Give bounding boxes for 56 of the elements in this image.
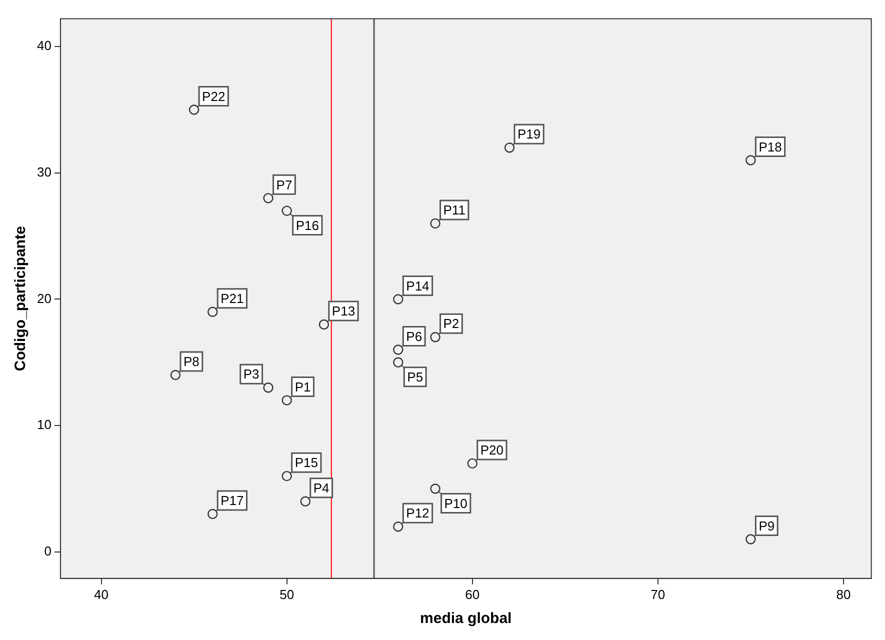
point	[188, 104, 200, 115]
annotation: P17	[220, 493, 244, 508]
point	[208, 306, 218, 317]
annotation: P16	[296, 218, 319, 233]
point	[504, 142, 515, 153]
y-tick-label: 10	[36, 417, 52, 432]
point	[318, 319, 330, 330]
point	[430, 332, 440, 342]
point	[746, 534, 756, 544]
point	[467, 458, 478, 469]
annotation: P19	[517, 126, 541, 142]
x-tick-label: 40	[94, 586, 109, 602]
annotation: P11	[443, 202, 466, 218]
annotation: P12	[406, 506, 430, 521]
y-axis-title: Codigo_participante	[12, 226, 30, 372]
point	[282, 395, 292, 406]
annotation: P14	[406, 278, 430, 294]
point	[208, 508, 218, 520]
point	[282, 470, 292, 482]
point	[746, 155, 756, 166]
annotation: P21	[220, 290, 244, 306]
x-axis-title: media global	[420, 610, 512, 628]
annotation: P5	[407, 369, 424, 384]
point	[263, 382, 274, 393]
x-tick-label: 70	[650, 586, 666, 602]
annotation: P6	[406, 328, 422, 344]
x-tick-label: 60	[465, 586, 480, 602]
annotation: P8	[184, 354, 200, 370]
annotation: P1	[294, 379, 311, 394]
y-tick-label: 0	[44, 543, 52, 558]
annotation: P10	[444, 496, 468, 511]
point	[430, 484, 440, 494]
y-tick-label: 40	[36, 38, 52, 54]
annotation: P13	[332, 304, 356, 319]
annotation: P3	[243, 366, 260, 382]
point	[430, 218, 440, 229]
y-tick-label: 30	[36, 164, 52, 180]
annotation: P7	[276, 177, 292, 192]
y-tick-label: 20	[36, 290, 52, 306]
point	[300, 496, 310, 506]
point	[393, 344, 404, 355]
annotation: P2	[443, 316, 460, 332]
point	[393, 522, 404, 532]
annotation: P15	[294, 455, 318, 470]
x-tick-label: 50	[280, 586, 294, 602]
point	[282, 206, 292, 216]
point	[393, 357, 404, 368]
annotation: P9	[758, 518, 775, 534]
annotation: P18	[758, 139, 782, 154]
point	[170, 370, 181, 380]
x-tick-label: 80	[836, 586, 851, 602]
annotation: P4	[313, 480, 330, 496]
annotation: P20	[480, 442, 504, 458]
annotation: P22	[202, 88, 226, 104]
point	[263, 193, 274, 204]
point	[393, 294, 404, 304]
